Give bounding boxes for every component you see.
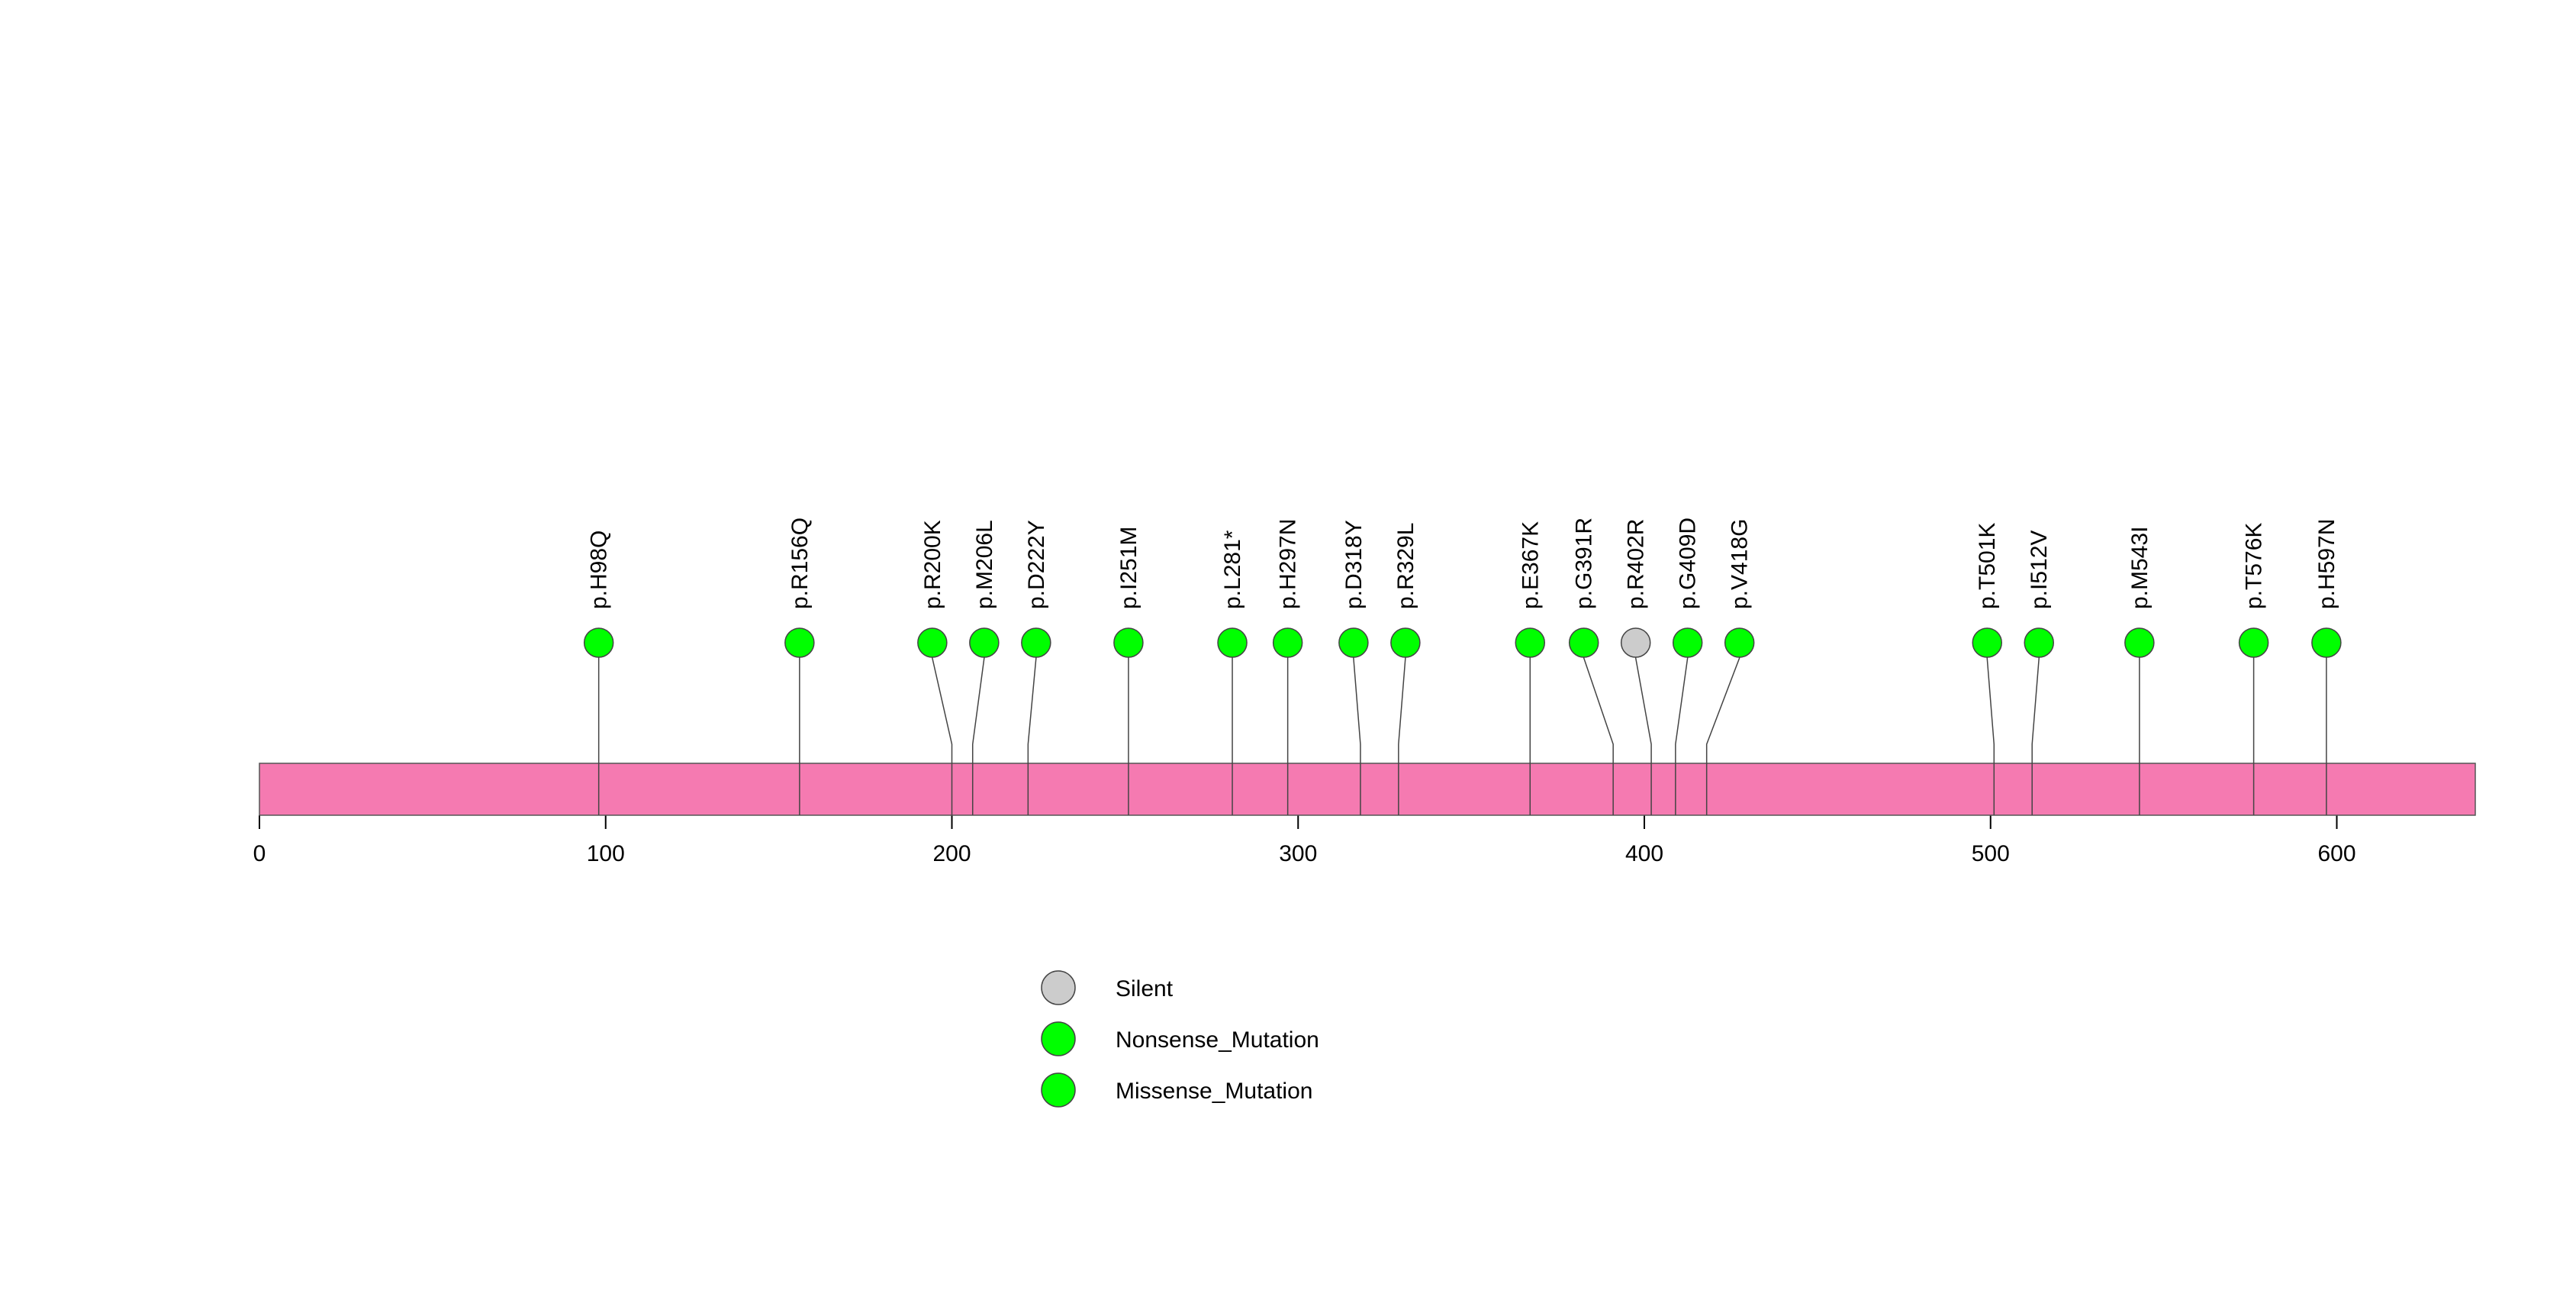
mutation-marker (1021, 627, 1051, 658)
mutation-label: p.R329L (1393, 523, 1418, 609)
mutation-label: p.T576K (2242, 523, 2267, 609)
x-tick-label: 200 (932, 841, 971, 866)
mutation-marker (1568, 627, 1599, 658)
protein-bar (259, 763, 2476, 816)
mutation-marker (1272, 627, 1303, 658)
mutation-marker (1620, 627, 1651, 658)
mutation-label: p.H597N (2314, 519, 2339, 609)
legend-marker (1041, 1072, 1076, 1108)
legend-label: Silent (1116, 976, 1174, 1001)
mutation-marker (2124, 627, 2155, 658)
mutation-label: p.R156Q (787, 518, 813, 609)
mutation-label: p.G391R (1572, 518, 1597, 609)
mutation-marker (2238, 627, 2269, 658)
legend: Silent Nonsense_Mutation Missense_Mutation (1041, 970, 1319, 1108)
mutation-marker (1515, 627, 1546, 658)
mutation-marker (583, 627, 614, 658)
mutation-label: p.H297N (1276, 519, 1301, 609)
x-tick-label: 500 (1972, 841, 2010, 866)
mutation-marker (1972, 627, 2002, 658)
mutation-label: p.M206L (972, 520, 997, 609)
legend-marker (1041, 970, 1076, 1005)
mutation-label: p.M543I (2127, 527, 2153, 609)
mutation-label: p.R402R (1624, 519, 1649, 609)
mutation-marker (1390, 627, 1421, 658)
mutation-marker (2024, 627, 2054, 658)
mutation-label: p.T501K (1975, 523, 2000, 609)
mutation-label: p.D222Y (1024, 520, 1049, 609)
mutation-marker (784, 627, 815, 658)
mutation-marker (1113, 627, 1144, 658)
mutation-label: p.L281* (1220, 530, 1245, 609)
mutation-marker (1338, 627, 1369, 658)
mutation-label: p.E367K (1518, 521, 1543, 609)
mutation-marker (969, 627, 1000, 658)
mutation-marker (1672, 627, 1703, 658)
mutation-marker (2311, 627, 2342, 658)
x-tick-label: 400 (1625, 841, 1663, 866)
mutation-label: p.I512V (2027, 531, 2052, 609)
legend-label: Missense_Mutation (1116, 1079, 1312, 1104)
mutation-marker (917, 627, 948, 658)
mutation-marker (1217, 627, 1248, 658)
x-tick-label: 300 (1279, 841, 1317, 866)
mutation-label: p.H98Q (587, 531, 612, 609)
mutation-label: p.D318Y (1341, 520, 1367, 609)
protein-bar-layer (259, 763, 2476, 816)
mutation-label: p.I251M (1116, 527, 1141, 609)
mutation-label: p.G409D (1676, 518, 1701, 609)
x-axis: 0 100 200 300 400 500 600 (253, 815, 2356, 866)
x-tick-label: 0 (253, 841, 266, 866)
x-tick-label: 600 (2317, 841, 2355, 866)
mutation-label: p.R200K (920, 520, 945, 609)
mutation-lollipops: p.H98Q p.R156Q p.R200K p.M206L p.D222Y p.I251… (583, 518, 2342, 815)
x-tick-label: 100 (587, 841, 625, 866)
legend-label: Nonsense_Mutation (1116, 1027, 1319, 1053)
mutation-marker (1724, 627, 1755, 658)
mutation-label: p.V418G (1728, 519, 1753, 609)
legend-marker (1041, 1021, 1076, 1056)
